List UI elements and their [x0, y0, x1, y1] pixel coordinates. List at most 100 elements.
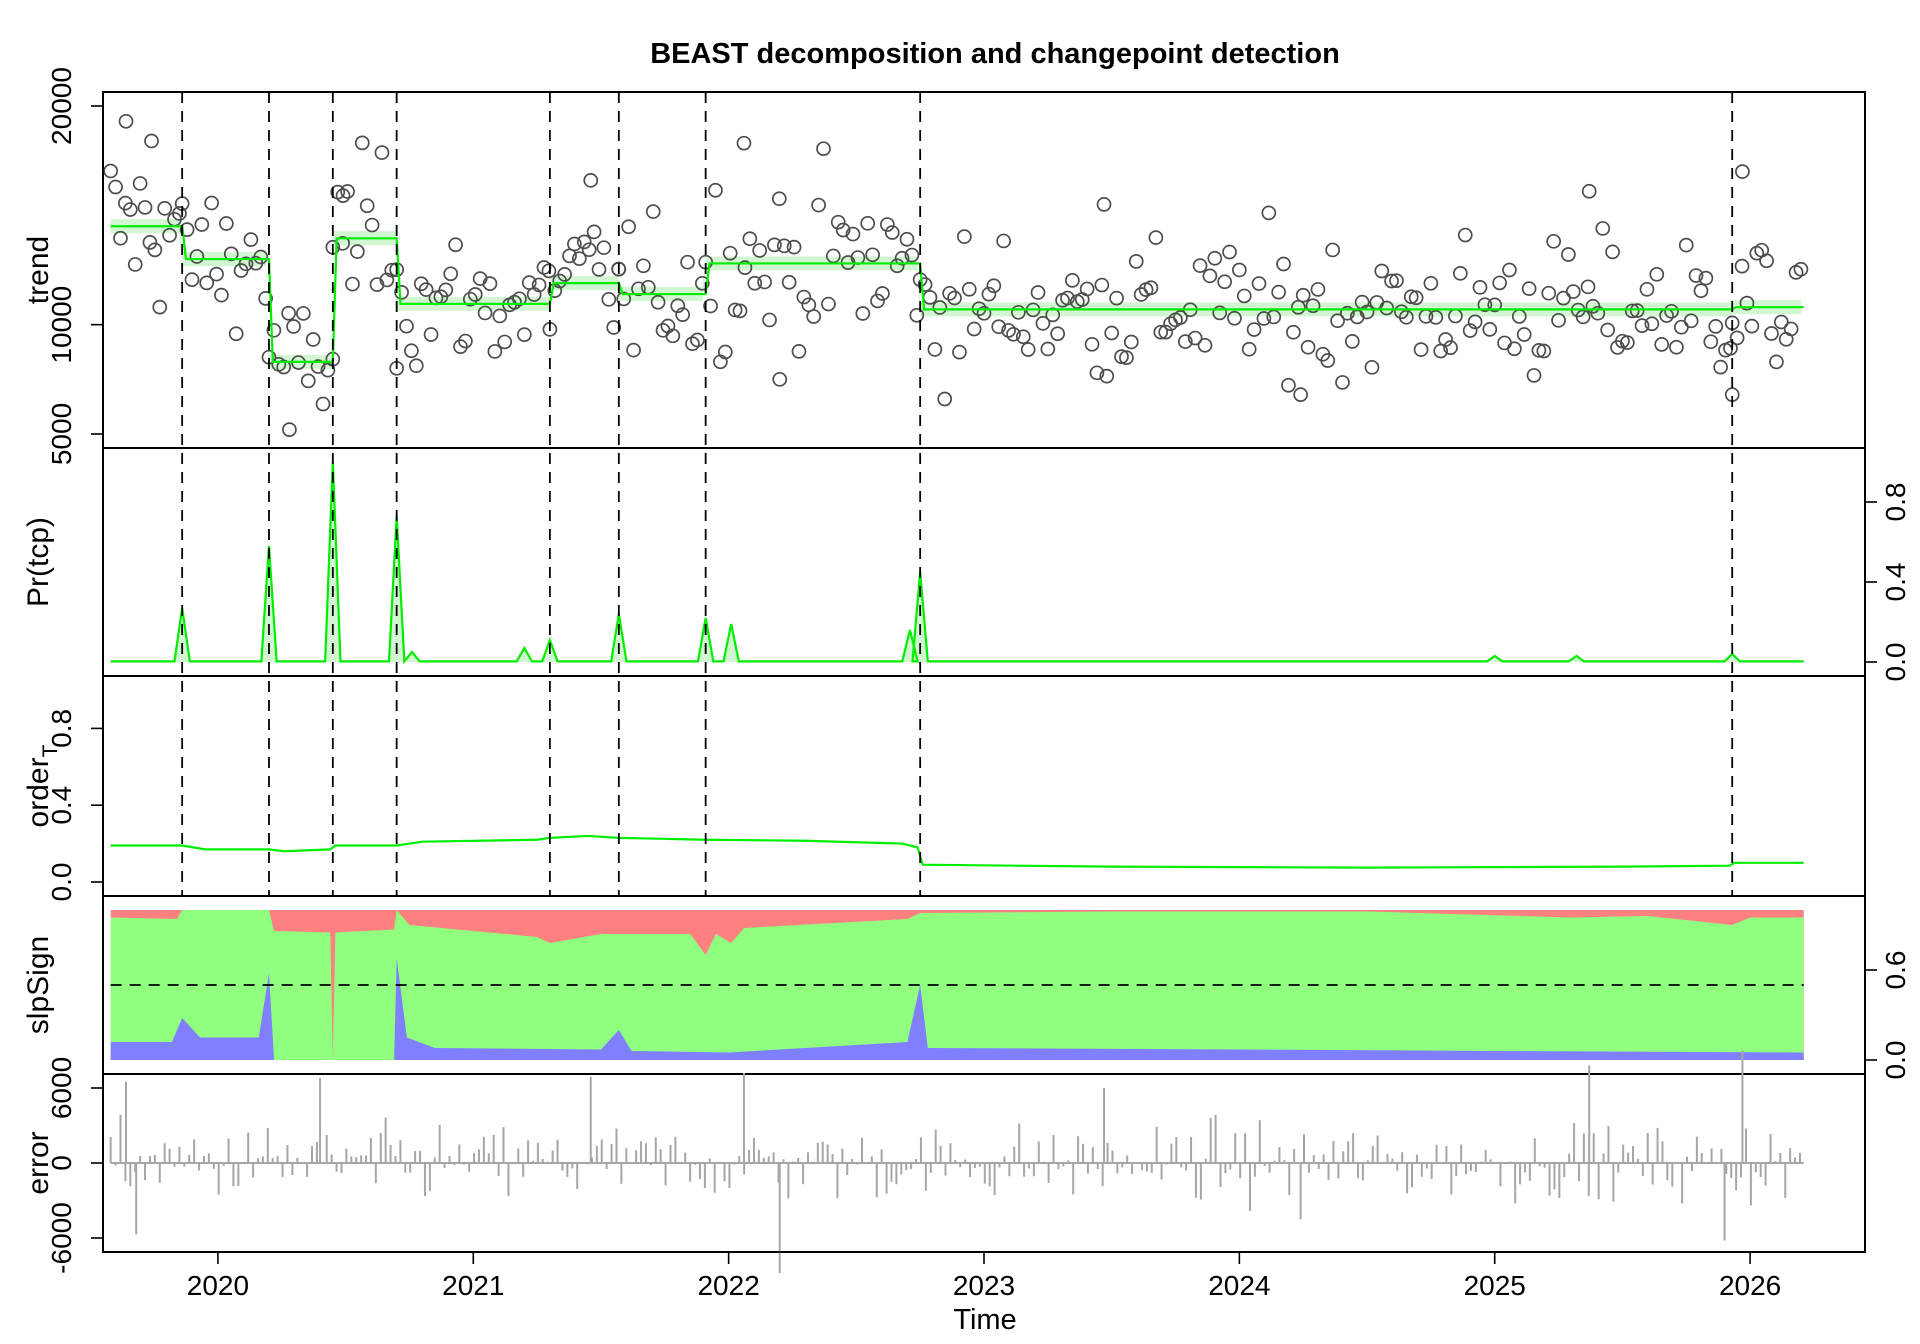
trend-data-point [796, 289, 812, 305]
trend-data-point [1015, 329, 1031, 345]
trend-data-point [1492, 275, 1507, 291]
trend-data-point [621, 219, 637, 235]
trend-data-point [1148, 230, 1164, 245]
trend-data-point [1364, 359, 1380, 375]
trend-data-point [1428, 310, 1444, 325]
trend-data-point [531, 277, 547, 293]
trend-data-point [1759, 253, 1774, 269]
trend-data-point [1212, 305, 1228, 321]
trend-data-point [957, 229, 972, 244]
trend-data-point [884, 225, 900, 240]
trend-data-point [952, 344, 967, 360]
trend-data-point [830, 214, 846, 230]
trend-data-point [1605, 244, 1620, 260]
trend-data-point [315, 396, 331, 412]
trend-data-point [1472, 279, 1488, 295]
trend-data-point [680, 254, 695, 270]
trend-data-point [157, 201, 173, 216]
trend-data-point [1482, 322, 1498, 337]
trend-data-point [1413, 342, 1429, 357]
trend-data-point [223, 246, 239, 262]
trend-data-point [137, 200, 153, 215]
trend-data-point [1344, 334, 1360, 349]
trend-data-point [1293, 387, 1308, 402]
trend-data-point [184, 272, 200, 287]
trend-data-point [345, 276, 360, 292]
trend-data-point [1664, 303, 1679, 319]
trend-data-point [937, 391, 953, 407]
trend-data-point [122, 202, 138, 217]
x-tick-label: 2023 [953, 1270, 1015, 1301]
trend-data-point [1477, 297, 1493, 313]
trend-data-point [512, 291, 527, 307]
trend-data-point [1624, 303, 1640, 319]
trend-data-point [772, 371, 788, 387]
trend-data-point [1123, 334, 1139, 350]
trend-data-point [1202, 268, 1218, 284]
trend-data-point [1590, 305, 1606, 321]
trend-data-point [1158, 324, 1174, 340]
trend-data-point [335, 188, 351, 204]
trend-data-point [1669, 339, 1684, 355]
trend-data-point [477, 305, 493, 321]
trend-data-point [487, 344, 503, 359]
trend-data-point [1227, 310, 1242, 326]
trend-data-point [650, 294, 666, 310]
trend-data-point [1290, 299, 1306, 315]
trend-data-point [631, 281, 646, 297]
trend-data-point [771, 191, 787, 207]
trend-data-point [1281, 377, 1296, 393]
trend-data-point [1521, 281, 1537, 296]
trend-data-point [981, 286, 997, 302]
trend-data-point [492, 308, 508, 324]
slpsign-axis-label: slpSign [22, 936, 55, 1034]
trend-data-point [1340, 305, 1355, 321]
trend-data-point [1359, 304, 1375, 320]
trend-data-point [821, 296, 836, 312]
trend-data-point [404, 343, 419, 359]
trend-data-point [1143, 280, 1159, 296]
trend-data-point [917, 277, 933, 292]
trend-data-point [204, 195, 219, 211]
trend-data-point [736, 135, 752, 151]
trend-data-point [127, 257, 143, 272]
trend-data-point [1516, 327, 1532, 342]
trend-data-point [1236, 288, 1252, 304]
trend-data-point [1256, 311, 1272, 326]
trend-data-point [1109, 290, 1124, 306]
trend-data-point [991, 319, 1007, 335]
trend-data-point [835, 222, 851, 238]
pr_tcp-y-tick-label: 0.4 [1880, 563, 1911, 602]
trend-data-point [816, 141, 831, 157]
trend-data-point [113, 230, 128, 246]
trend-data-point [1089, 365, 1105, 381]
trend-data-point [1734, 258, 1750, 274]
trend-data-point [253, 249, 269, 265]
trend-data-point [1187, 330, 1203, 346]
trend-data-point [1035, 315, 1051, 331]
order-y-tick-label: 0.0 [46, 863, 77, 902]
trend-data-point [1703, 334, 1719, 350]
order-axis-label-main: order [22, 757, 55, 827]
trend-data-point [889, 258, 905, 274]
trend-data-point [636, 258, 651, 274]
trend-data-point [1060, 290, 1075, 306]
trend-data-point [591, 262, 607, 277]
trend-data-point [1713, 359, 1728, 375]
trend-data-point [266, 322, 282, 338]
trend-data-point [899, 231, 915, 247]
trend-data-point [374, 145, 390, 160]
trend-data-point [228, 326, 244, 342]
trend-data-point [219, 216, 234, 231]
trend-data-point [1114, 349, 1129, 364]
trend-data-point [880, 217, 895, 232]
trend-data-point [685, 336, 700, 352]
trend-data-point [103, 163, 119, 179]
trend-data-point [767, 237, 782, 253]
trend-data-point [1197, 337, 1213, 353]
trend-data-point [694, 275, 710, 291]
trend-data-point [776, 238, 792, 254]
order-axis-label: orderT [22, 744, 62, 827]
trend-data-point [1065, 273, 1080, 288]
trend-data-point [927, 342, 943, 357]
